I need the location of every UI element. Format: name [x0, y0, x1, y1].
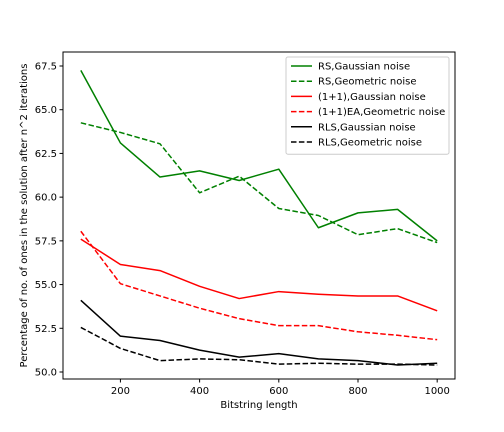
x-axis: 200 400 600 800 1000 — [111, 379, 450, 397]
x-tick-label: 800 — [348, 386, 367, 397]
series-line-5 — [80, 326, 438, 366]
legend-label-2: (1+1),Gaussian noise — [318, 92, 426, 103]
y-tick-label: 52.5 — [35, 324, 57, 335]
series-lines — [80, 70, 438, 366]
legend-box — [285, 56, 450, 155]
legend-label-0: RS,Gaussian noise — [318, 62, 410, 73]
series-line-4 — [80, 299, 438, 366]
series-line-2 — [80, 238, 438, 312]
y-tick-label: 62.5 — [35, 149, 57, 160]
x-tick-label: 1000 — [424, 386, 449, 397]
plot-frame — [62, 51, 456, 380]
legend-label-5: RLS,Geometric noise — [318, 138, 422, 149]
y-tick-label: 60.0 — [35, 193, 57, 204]
legend: RS,Gaussian noise RS,Geometric noise (1+1)… — [285, 56, 450, 155]
legend-label-1: RS,Geometric noise — [318, 77, 416, 88]
y-tick-label: 67.5 — [35, 61, 57, 72]
legend-items: RS,Gaussian noise RS,Geometric noise (1+1)… — [291, 62, 445, 149]
legend-label-4: RLS,Gaussian noise — [318, 122, 416, 133]
y-tick-label: 57.5 — [35, 236, 57, 247]
x-tick-label: 200 — [111, 386, 130, 397]
plot-area — [62, 51, 456, 380]
series-line-1 — [80, 122, 438, 244]
series-line-0 — [80, 70, 438, 242]
legend-label-3: (1+1)EA,Geometric noise — [318, 107, 445, 118]
y-tick-label: 65.0 — [35, 105, 57, 116]
y-tick-label: 55.0 — [35, 280, 57, 291]
x-axis-label: Bitstring length — [220, 400, 297, 411]
x-tick-label: 400 — [190, 386, 209, 397]
series-line-3 — [80, 230, 438, 341]
y-axis-label: Percentage of no. of ones in the solutio… — [19, 64, 30, 368]
y-tick-label: 50.0 — [35, 368, 57, 379]
x-tick-label: 600 — [269, 386, 288, 397]
y-axis: 50.0 52.5 55.0 57.5 60.0 62.5 65.0 67.5 — [35, 61, 63, 379]
